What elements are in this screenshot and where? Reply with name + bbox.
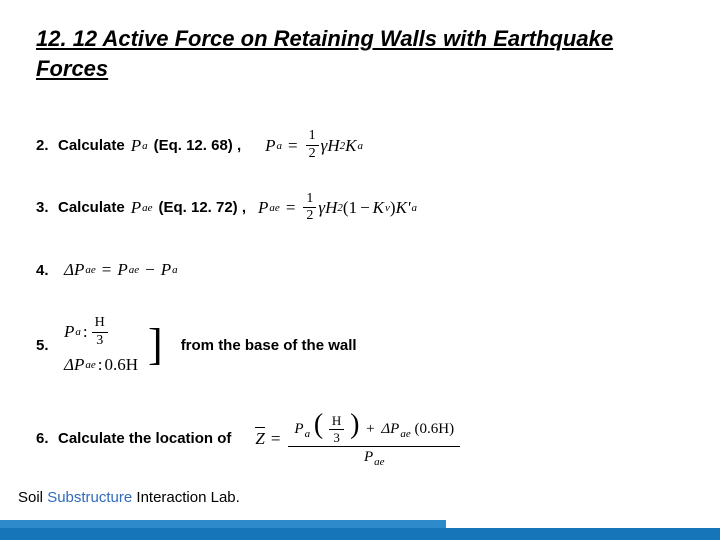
formula-delta-pae: ΔPae = Pae − Pa: [64, 260, 178, 280]
step-3-label: Calculate: [58, 199, 125, 216]
step-6-num: 6.: [36, 430, 58, 447]
step-6-label: Calculate the location of: [58, 430, 231, 447]
footer-bar-bottom: [0, 528, 720, 540]
slide: 12. 12 Active Force on Retaining Walls w…: [0, 0, 720, 540]
step-5: 5. Pa : H3 ΔPae : 0.6H ] from the base o…: [36, 316, 684, 374]
formula-dpae-06h: ΔPae : 0.6H: [64, 355, 138, 375]
formula-pae-rhs: Pae = 12 γ H2 ( 1 − Kv ) K'a: [258, 192, 417, 224]
step-5-brace: Pa : H3 ΔPae : 0.6H ]: [58, 316, 163, 374]
footer-interaction: Interaction Lab.: [132, 489, 240, 506]
slide-title: 12. 12 Active Force on Retaining Walls w…: [36, 24, 684, 83]
brace-right-icon: ]: [148, 323, 163, 367]
formula-pa-h3: Pa : H3: [64, 316, 138, 348]
footer-bar-top: [0, 520, 446, 528]
formula-pae: Pae: [131, 198, 153, 218]
step-3: 3. Calculate Pae (Eq. 12. 72) , Pae = 12…: [36, 192, 684, 224]
formula-zbar: Z = Pa ( H3 ) + ΔPae (0.6H) Pae: [255, 409, 462, 469]
step-5-tail: from the base of the wall: [181, 337, 357, 354]
step-3-num: 3.: [36, 199, 58, 216]
step-2-eq: (Eq. 12. 68) ,: [154, 137, 242, 154]
footer-soil: Soil: [18, 489, 47, 506]
formula-pa: Pa: [131, 136, 148, 156]
footer-lab: Soil Substructure Interaction Lab.: [18, 489, 240, 506]
step-2: 2. Calculate Pa (Eq. 12. 68) , Pa = 12 γ…: [36, 129, 684, 161]
step-4-num: 4.: [36, 262, 58, 279]
step-3-eq: (Eq. 12. 72) ,: [158, 199, 246, 216]
step-2-num: 2.: [36, 137, 58, 154]
footer-bars: [0, 520, 720, 540]
step-5-num: 5.: [36, 337, 58, 354]
step-2-label: Calculate: [58, 137, 125, 154]
step-6: 6. Calculate the location of Z = Pa ( H3…: [36, 409, 684, 469]
footer-substructure: Substructure: [47, 489, 132, 506]
formula-pa-rhs: Pa = 12 γ H2 Ka: [265, 129, 363, 161]
step-4: 4. ΔPae = Pae − Pa: [36, 254, 684, 286]
